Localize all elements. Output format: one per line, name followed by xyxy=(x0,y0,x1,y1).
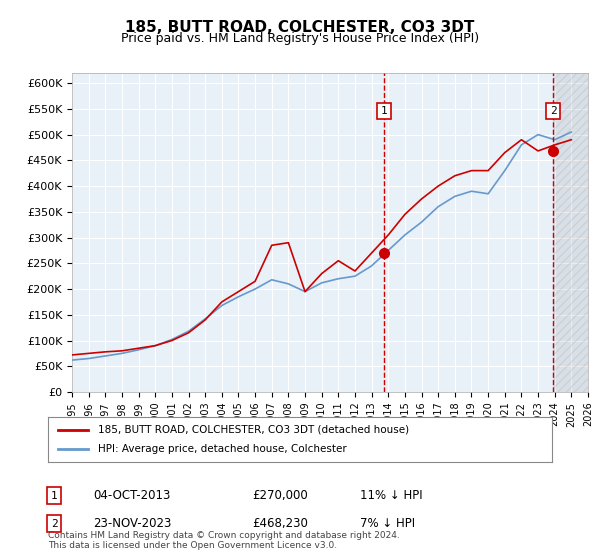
Text: 7% ↓ HPI: 7% ↓ HPI xyxy=(360,517,415,530)
Text: HPI: Average price, detached house, Colchester: HPI: Average price, detached house, Colc… xyxy=(98,445,347,455)
Text: 185, BUTT ROAD, COLCHESTER, CO3 3DT: 185, BUTT ROAD, COLCHESTER, CO3 3DT xyxy=(125,20,475,35)
Text: 2: 2 xyxy=(50,519,58,529)
Text: £270,000: £270,000 xyxy=(252,489,308,502)
Text: £468,230: £468,230 xyxy=(252,517,308,530)
Text: Price paid vs. HM Land Registry's House Price Index (HPI): Price paid vs. HM Land Registry's House … xyxy=(121,32,479,45)
Text: 23-NOV-2023: 23-NOV-2023 xyxy=(93,517,172,530)
Text: 1: 1 xyxy=(381,106,388,116)
Text: 04-OCT-2013: 04-OCT-2013 xyxy=(93,489,170,502)
Text: 185, BUTT ROAD, COLCHESTER, CO3 3DT (detached house): 185, BUTT ROAD, COLCHESTER, CO3 3DT (det… xyxy=(98,424,410,435)
Text: 1: 1 xyxy=(50,491,58,501)
Text: Contains HM Land Registry data © Crown copyright and database right 2024.
This d: Contains HM Land Registry data © Crown c… xyxy=(48,530,400,550)
Text: 2: 2 xyxy=(550,106,556,116)
Text: 11% ↓ HPI: 11% ↓ HPI xyxy=(360,489,422,502)
